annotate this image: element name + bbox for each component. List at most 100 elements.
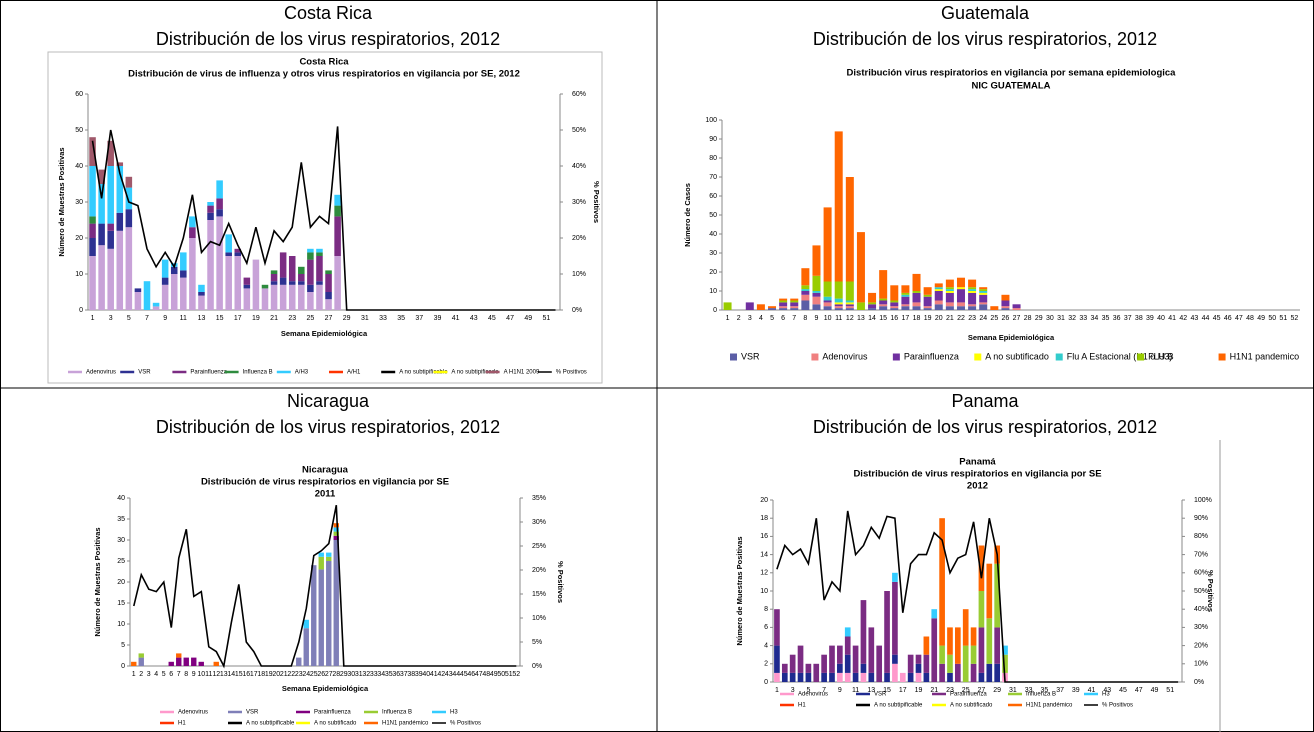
x-tick-label: 46: [467, 671, 475, 678]
bar: [945, 306, 954, 310]
bar: [189, 227, 196, 238]
chart-title: 2012: [967, 481, 988, 492]
x-tick-label: 45: [488, 315, 496, 322]
bar: [890, 306, 899, 309]
x-tick-label: 41: [1168, 315, 1176, 322]
bar: [994, 627, 1000, 664]
x-tick-label: 52: [1291, 315, 1299, 322]
x-tick-label: 38: [407, 671, 415, 678]
bar: [844, 672, 851, 682]
x-tick-label: 17: [234, 315, 242, 322]
bar: [979, 292, 988, 295]
legend-label: H1N1 pandemico: [1230, 351, 1300, 361]
y-tick-label: 25: [117, 558, 125, 565]
bar: [183, 657, 189, 666]
x-tick-label: 5: [806, 687, 810, 694]
x-tick-label: 18: [257, 671, 265, 678]
bar: [1001, 300, 1010, 307]
y2-tick-label: 40%: [1194, 606, 1208, 613]
bar: [901, 296, 910, 305]
bar: [868, 672, 875, 682]
bar: [198, 292, 205, 296]
bar: [970, 663, 977, 682]
x-tick-label: 29: [340, 671, 348, 678]
bar: [801, 294, 810, 301]
bar: [923, 287, 932, 295]
bar: [1012, 308, 1021, 310]
bar: [107, 140, 114, 166]
bar: [884, 672, 890, 682]
x-tick-label: 19: [265, 671, 273, 678]
bar: [261, 288, 269, 310]
bar: [170, 274, 178, 310]
bar: [152, 302, 160, 307]
bar: [98, 223, 105, 246]
x-tick-label: 4: [154, 671, 158, 678]
bar: [834, 131, 843, 282]
y-tick-label: 6: [764, 624, 768, 631]
legend-label: A/H1: [347, 370, 361, 376]
bar: [805, 663, 812, 673]
bar: [979, 304, 988, 310]
bar: [939, 645, 945, 664]
x-tick-label: 6: [169, 671, 173, 678]
bar: [107, 248, 114, 310]
bar: [279, 277, 287, 285]
bar: [116, 230, 124, 310]
x-tick-label: 9: [815, 315, 819, 322]
bar: [1012, 304, 1021, 309]
x-tick-label: 25: [962, 687, 970, 694]
bar: [956, 306, 965, 310]
bar: [892, 581, 898, 655]
x-tick-label: 11: [205, 671, 212, 678]
bar: [298, 281, 305, 285]
bar: [768, 308, 777, 310]
x-tick-label: 44: [452, 671, 460, 678]
y-tick-label: 10: [709, 288, 717, 295]
x-tick-label: 16: [890, 315, 898, 322]
bar: [161, 284, 169, 310]
x-tick-label: 15: [235, 671, 243, 678]
bar: [890, 302, 899, 307]
bar: [968, 304, 977, 307]
bar: [968, 291, 977, 293]
x-tick-label: 25: [310, 671, 318, 678]
x-tick-label: 7: [145, 315, 149, 322]
y-tick-label: 5: [121, 642, 125, 649]
bar: [901, 292, 910, 295]
bar: [318, 552, 324, 557]
x-tick-label: 29: [343, 315, 351, 322]
bar: [216, 180, 223, 199]
x-tick-label: 26: [1002, 315, 1010, 322]
bar: [978, 545, 985, 591]
bar: [801, 285, 810, 290]
y-tick-label: 35: [117, 516, 125, 523]
bar: [207, 212, 214, 220]
y2-tick-label: 20%: [1194, 642, 1208, 649]
bar: [986, 618, 993, 664]
chart-title: NIC GUATEMALA: [972, 81, 1051, 92]
x-tick-label: 17: [902, 315, 910, 322]
y-tick-label: 30: [709, 250, 717, 257]
bar: [270, 284, 278, 310]
x-tick-label: 43: [470, 315, 478, 322]
bar: [326, 552, 332, 557]
bar: [812, 275, 821, 291]
bar: [823, 207, 832, 282]
legend-label: Influenza B: [382, 710, 412, 716]
bar: [288, 284, 296, 310]
x-tick-label: 9: [163, 315, 167, 322]
bar: [994, 663, 1000, 682]
bar: [829, 672, 835, 682]
bar: [955, 627, 961, 664]
y-tick-label: 30: [117, 537, 125, 544]
bar: [978, 672, 985, 682]
bar: [334, 205, 341, 217]
y-tick-label: 14: [760, 551, 768, 558]
bar: [801, 291, 810, 295]
x-tick-label: 5: [127, 315, 131, 322]
x-tick-label: 13: [867, 687, 875, 694]
x-tick-label: 7: [177, 671, 181, 678]
y-tick-label: 0: [79, 307, 83, 314]
y-tick-label: 70: [709, 174, 717, 181]
